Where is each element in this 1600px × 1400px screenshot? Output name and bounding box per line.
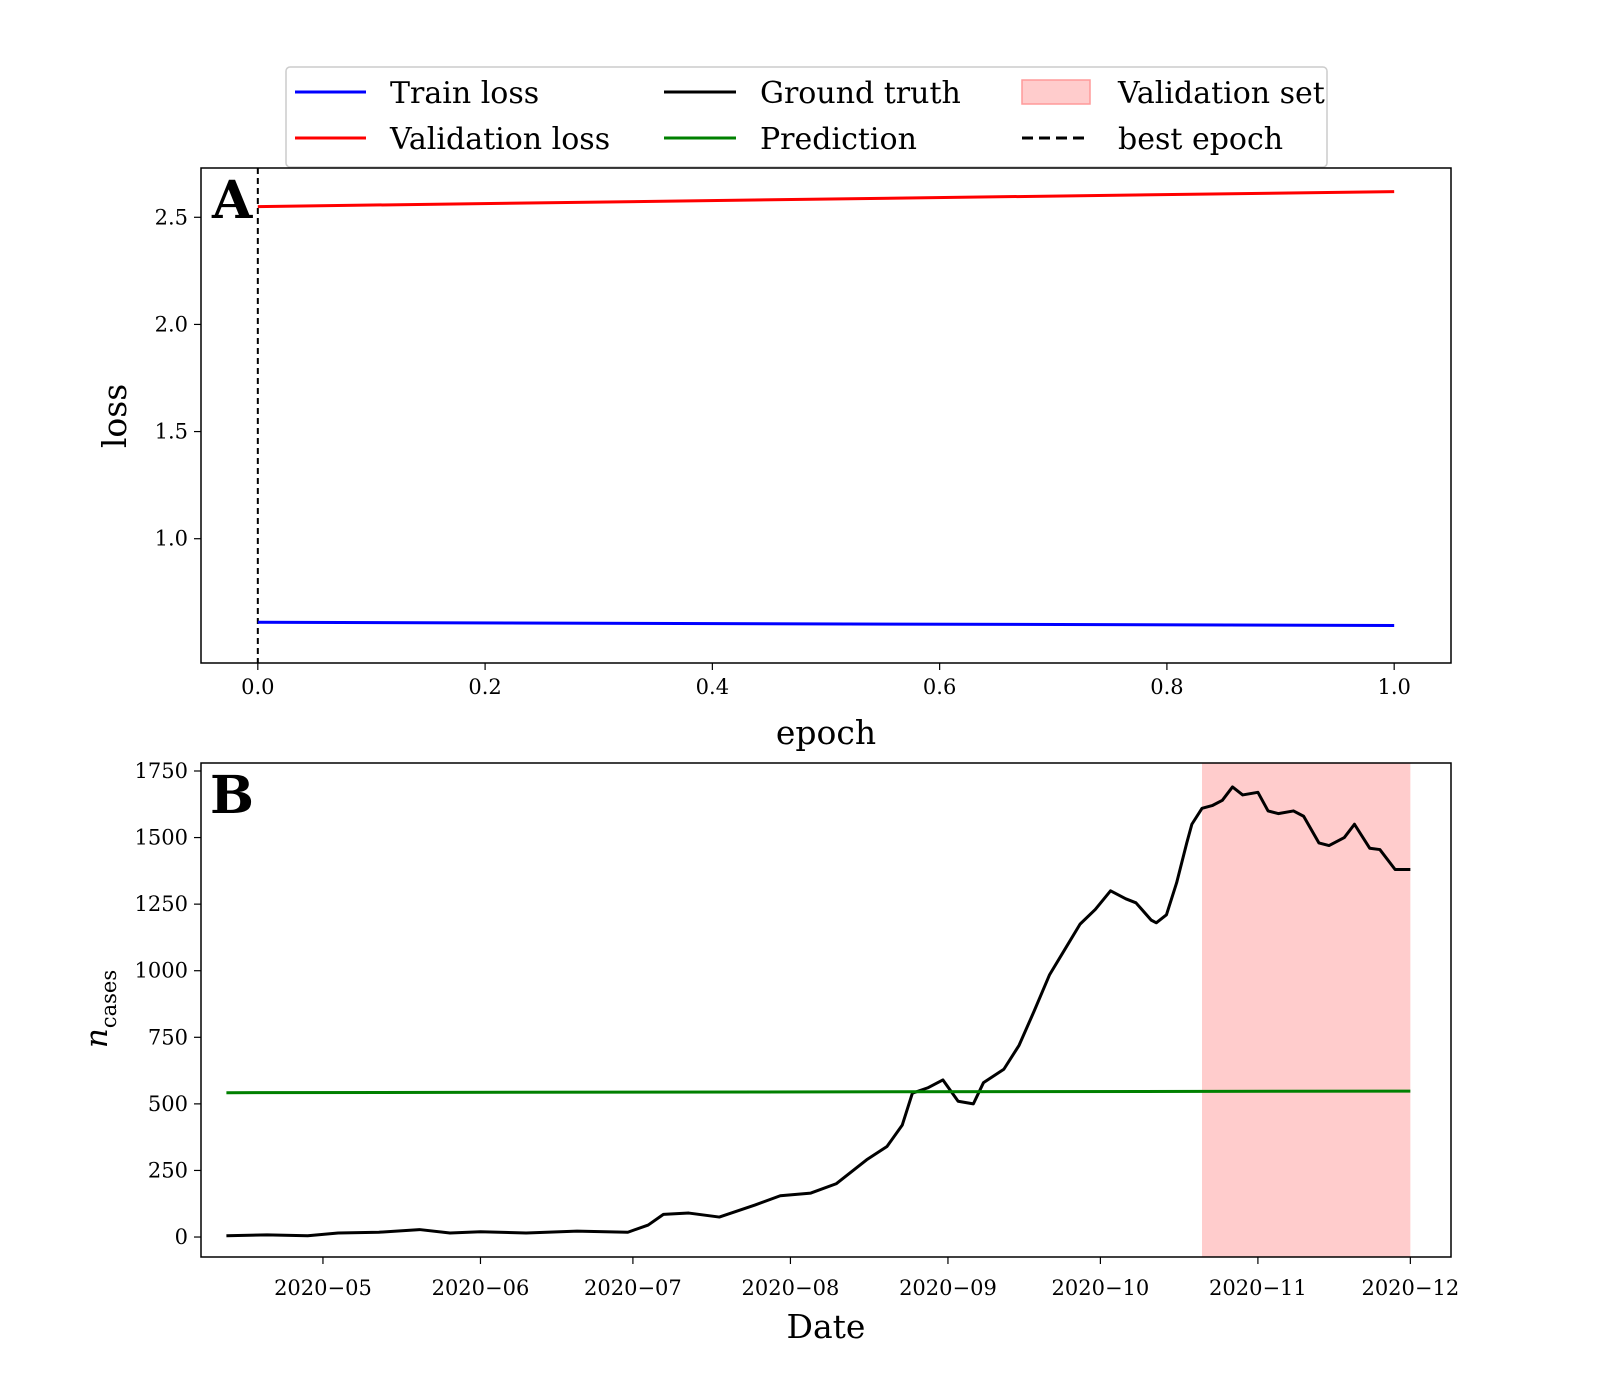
panel-a-letter: A [211, 170, 253, 231]
panel-b-ylabel: ncases [79, 970, 121, 1048]
panel-a-loss-chart: A 0.0 0.2 0.4 0.6 0.8 1.0 1.0 1.5 2.0 2.5 epoch l… [95, 167, 1452, 752]
x-tick-label: 2020−08 [742, 1276, 840, 1300]
x-tick-label: 2020−12 [1361, 1276, 1459, 1300]
validation-set-region [1202, 763, 1411, 1257]
y-tick-label: 250 [148, 1158, 188, 1182]
x-tick-label: 0.6 [923, 675, 956, 699]
y-tick-label: 0 [175, 1225, 188, 1249]
y-tick-label: 1500 [135, 826, 188, 850]
legend-label: Validation loss [389, 122, 610, 157]
prediction-line [226, 1089, 1411, 1095]
panel-b-frame [200, 762, 1452, 1258]
x-tick-label: 0.0 [241, 675, 274, 699]
y-tick-label: 1.0 [155, 527, 188, 551]
panel-b-letter: B [210, 765, 254, 826]
panel-b-cases-chart: B 2020−05 2020−06 2020−07 2020−08 2020−09 202… [79, 759, 1459, 1346]
x-tick-label: 2020−09 [899, 1276, 997, 1300]
legend-label: Prediction [760, 122, 917, 157]
legend-label: Validation set [1117, 76, 1325, 111]
x-tick-label: 0.2 [468, 675, 501, 699]
x-tick-label: 2020−05 [274, 1276, 372, 1300]
legend-label: Train loss [390, 76, 539, 111]
x-tick-label: 2020−06 [432, 1276, 530, 1300]
y-tick-label: 1250 [135, 892, 188, 916]
legend-entry-2: Ground truth [664, 76, 961, 111]
svg-text:ncases: ncases [79, 970, 121, 1048]
panel-a-frame [200, 167, 1452, 664]
legend-entry-5: best epoch [1022, 122, 1283, 157]
x-tick-label: 2020−10 [1052, 1276, 1150, 1300]
x-tick-label: 0.4 [696, 675, 729, 699]
y-tick-label: 750 [148, 1025, 188, 1049]
y-tick-label: 1000 [135, 959, 188, 983]
legend-entry-3: Prediction [664, 122, 917, 157]
legend-label: best epoch [1118, 122, 1283, 157]
legend-swatch [1021, 79, 1091, 105]
train-loss-line [257, 620, 1395, 627]
x-tick-label: 1.0 [1377, 675, 1410, 699]
x-tick-label: 2020−11 [1209, 1276, 1307, 1300]
panel-b-xlabel: Date [787, 1307, 866, 1346]
legend-entry-1: Validation loss [295, 122, 610, 157]
panel-a-ylabel: loss [95, 384, 134, 448]
x-tick-label: 2020−07 [584, 1276, 682, 1300]
y-tick-label: 1750 [135, 759, 188, 783]
x-tick-label: 0.8 [1150, 675, 1183, 699]
legend: Train loss Validation loss Ground truth … [285, 66, 1328, 168]
legend-label: Ground truth [760, 76, 961, 111]
ground-truth-line [226, 785, 1411, 1238]
y-tick-label: 2.5 [155, 205, 188, 229]
y-tick-label: 500 [148, 1092, 188, 1116]
panel-a-xlabel: epoch [776, 713, 876, 752]
legend-entry-4: Validation set [1021, 76, 1325, 111]
legend-entry-0: Train loss [295, 76, 539, 111]
validation-loss-line [257, 190, 1395, 209]
y-tick-label: 1.5 [155, 420, 188, 444]
y-tick-label: 2.0 [155, 312, 188, 336]
